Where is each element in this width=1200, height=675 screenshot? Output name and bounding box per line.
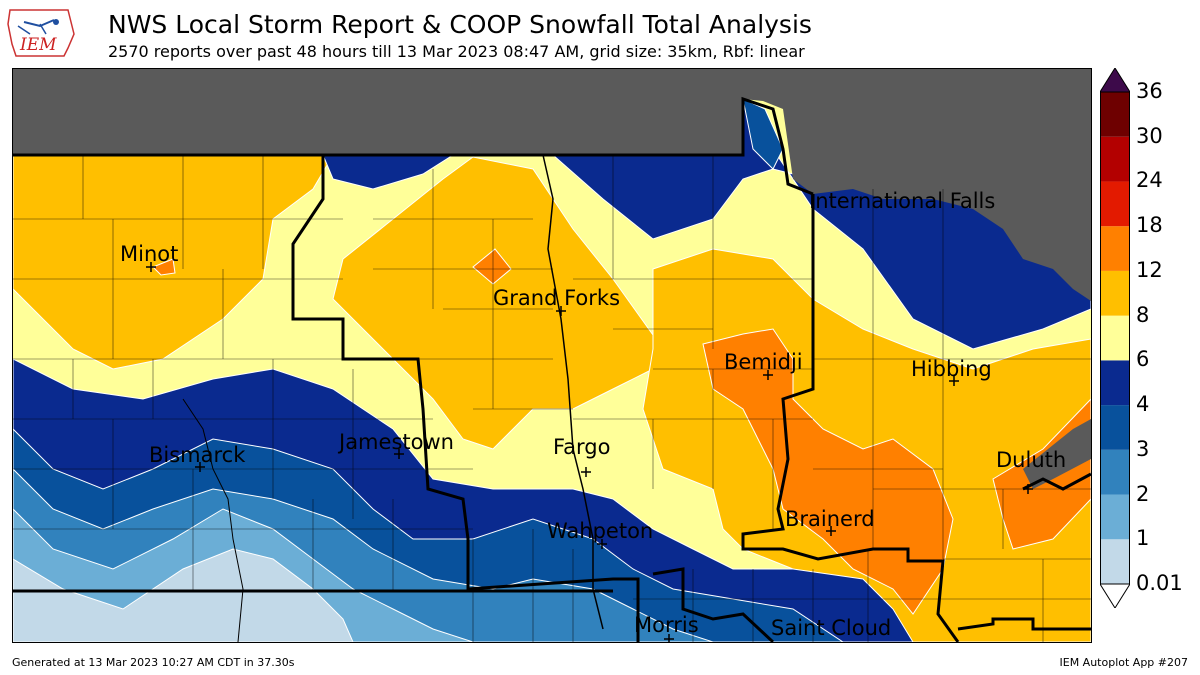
city-label-hibbing: Hibbing: [911, 357, 992, 381]
lake-superior-no-data: [1023, 419, 1091, 489]
colorbar-segment: [1100, 405, 1130, 450]
city-label-jamestown: Jamestown: [337, 430, 454, 454]
colorbar-segment: [1100, 315, 1130, 361]
colorbar-segment: [1100, 226, 1130, 271]
colorbar-segment: [1100, 92, 1130, 137]
colorbar-segment: [1100, 136, 1130, 182]
city-label-bismarck: Bismarck: [149, 443, 246, 467]
colorbar-frame: [1100, 91, 1130, 585]
colorbar-tick-label: 6: [1136, 347, 1150, 372]
city-label-fargo: Fargo: [553, 435, 610, 459]
colorbar-over-arrow: [1099, 67, 1131, 93]
contour-12-18-minot: [152, 258, 176, 276]
colorbar-segment: [1100, 449, 1130, 495]
contour-3-4-north: [742, 98, 784, 170]
city-label-grand-forks: Grand Forks: [493, 286, 620, 310]
colorbar-tick-label: 3: [1136, 436, 1150, 461]
canada-no-data: [13, 69, 1091, 301]
missouri-river: [182, 398, 244, 642]
contour-0-1: [13, 548, 354, 642]
colorbar-tick-label: 12: [1136, 257, 1163, 282]
colorbar-tick-label: 1: [1136, 526, 1150, 551]
logo-text: IEM: [19, 35, 57, 55]
colorbar-tick-label: 36: [1136, 79, 1163, 103]
colorbar-tick-label: 0.01: [1136, 571, 1183, 595]
city-label-brainerd: Brainerd: [785, 507, 875, 531]
city-markers: [146, 262, 1033, 642]
footer-app-id: IEM Autoplot App #207: [1059, 656, 1189, 669]
city-label-duluth: Duluth: [996, 448, 1066, 472]
colorbar-segment: [1100, 181, 1130, 227]
colorbar: [1099, 67, 1131, 609]
colorbar-tick-label: 18: [1136, 213, 1163, 238]
page-title: NWS Local Storm Report & COOP Snowfall T…: [108, 10, 812, 39]
iem-logo: IEM: [6, 4, 78, 60]
colorbar-segment: [1100, 270, 1130, 316]
footer-generated: Generated at 13 Mar 2023 10:27 AM CDT in…: [12, 656, 295, 669]
contour-8-12-center: [332, 156, 664, 450]
city-label-saint-cloud: Saint Cloud: [771, 616, 891, 640]
colorbar-under-arrow: [1099, 583, 1131, 609]
colorbar-segment: [1100, 539, 1130, 584]
red-river: [542, 154, 604, 630]
city-label-international-falls: International Falls: [809, 189, 995, 213]
colorbar-tick-label: 2: [1136, 481, 1150, 506]
colorbar-tick-label: 4: [1136, 392, 1150, 417]
city-label-minot: Minot: [120, 242, 178, 266]
colorbar-segment: [1100, 360, 1130, 406]
colorbar-tick-label: 30: [1136, 123, 1163, 148]
county-lines: [13, 155, 1091, 642]
snowfall-map: Minot Grand Forks International Falls Be…: [12, 68, 1092, 643]
colorbar-tick-label: 8: [1136, 302, 1150, 327]
contour-12-18-bemidji: [702, 328, 954, 615]
colorbar-segment: [1100, 494, 1130, 540]
page-subtitle: 2570 reports over past 48 hours till 13 …: [108, 42, 805, 61]
city-label-bemidji: Bemidji: [724, 350, 803, 374]
city-label-wahpeton: Wahpeton: [547, 519, 653, 543]
colorbar-tick-label: 24: [1136, 168, 1163, 193]
city-label-morris: Morris: [634, 613, 699, 637]
